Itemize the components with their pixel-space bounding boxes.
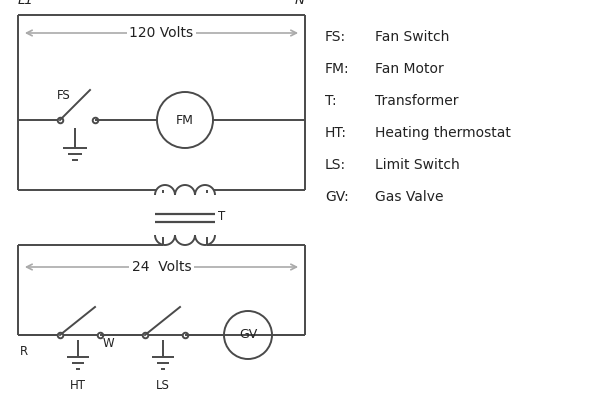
- Text: L1: L1: [18, 0, 34, 7]
- Text: Limit Switch: Limit Switch: [375, 158, 460, 172]
- Text: 120 Volts: 120 Volts: [129, 26, 194, 40]
- Text: FS:: FS:: [325, 30, 346, 44]
- Text: FM: FM: [176, 114, 194, 126]
- Text: LS: LS: [156, 379, 170, 392]
- Text: LS:: LS:: [325, 158, 346, 172]
- Text: HT: HT: [70, 379, 86, 392]
- Text: Transformer: Transformer: [375, 94, 458, 108]
- Text: HT:: HT:: [325, 126, 347, 140]
- Text: N: N: [295, 0, 305, 7]
- Text: Gas Valve: Gas Valve: [375, 190, 444, 204]
- Text: GV: GV: [239, 328, 257, 342]
- Text: Fan Switch: Fan Switch: [375, 30, 450, 44]
- Text: Fan Motor: Fan Motor: [375, 62, 444, 76]
- Text: W: W: [103, 337, 114, 350]
- Text: R: R: [20, 345, 28, 358]
- Text: T: T: [218, 210, 225, 222]
- Text: 24  Volts: 24 Volts: [132, 260, 191, 274]
- Text: Heating thermostat: Heating thermostat: [375, 126, 511, 140]
- Text: T:: T:: [325, 94, 337, 108]
- Text: GV:: GV:: [325, 190, 349, 204]
- Text: FM:: FM:: [325, 62, 350, 76]
- Text: FS: FS: [57, 89, 71, 102]
